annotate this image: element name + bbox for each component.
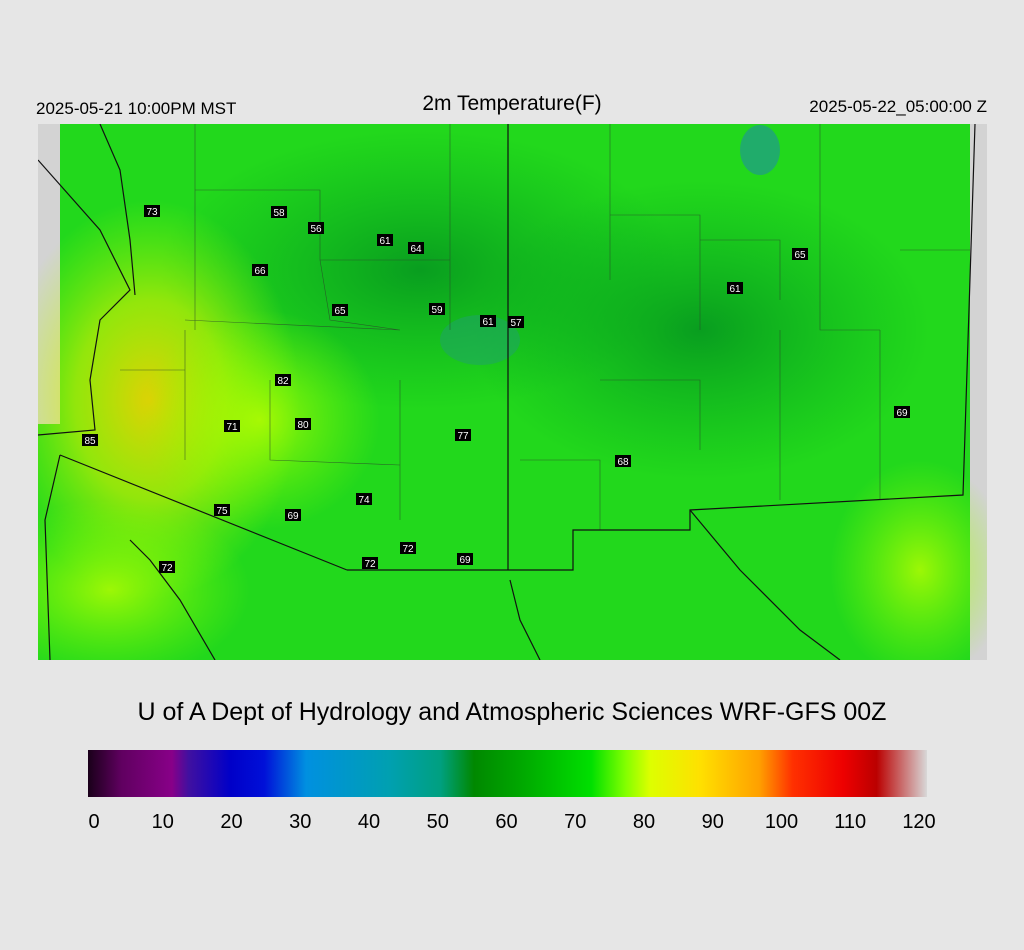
station-box	[429, 303, 445, 315]
station-value: 64	[410, 244, 422, 255]
colorbar-tick-label: 30	[289, 811, 311, 833]
station-value: 71	[226, 422, 238, 433]
station-value: 66	[254, 266, 266, 277]
colorbar-tick-label: 10	[152, 811, 174, 833]
station-box	[894, 406, 910, 418]
valid-time-utc: 2025-05-22_05:00:00 Z	[809, 97, 987, 116]
colorbar-ticks: 0 10 20 30 40 50 60 70 80 90 100 110 120	[88, 811, 935, 833]
station-box	[82, 434, 98, 446]
station-box	[377, 234, 393, 246]
station-box	[224, 420, 240, 432]
credit: U of A Dept of Hydrology and Atmospheric…	[138, 698, 887, 726]
colorbar-tick-label: 0	[88, 811, 99, 833]
station-value: 73	[146, 207, 158, 218]
station-value: 72	[364, 559, 376, 570]
station-box	[214, 504, 230, 516]
station-box	[144, 205, 160, 217]
station-value: 61	[729, 284, 741, 295]
station-value: 57	[510, 318, 522, 329]
station-value: 61	[482, 317, 494, 328]
station-value: 65	[794, 250, 806, 261]
station-value: 77	[457, 431, 469, 442]
station-value: 69	[896, 408, 908, 419]
station-box	[308, 222, 324, 234]
colorbar-tick-label: 50	[427, 811, 449, 833]
station-box	[400, 542, 416, 554]
colorbar-tick-label: 100	[765, 811, 798, 833]
colorbar	[88, 750, 927, 797]
station-value: 85	[84, 436, 96, 447]
map-title: 2m Temperature(F)	[422, 92, 601, 115]
station-labels: 73 58 56 61 64 66 65 65 59 61 57 61 82 69 71 80 85 77 68 74…	[82, 205, 910, 574]
colorbar-tick-label: 70	[564, 811, 586, 833]
station-value: 69	[287, 511, 299, 522]
station-box	[285, 509, 301, 521]
station-value: 75	[216, 506, 228, 517]
station-box	[455, 429, 471, 441]
station-value: 58	[273, 208, 285, 219]
colorbar-tick-label: 90	[702, 811, 724, 833]
station-box	[275, 374, 291, 386]
station-box	[792, 248, 808, 260]
station-value: 72	[161, 563, 173, 574]
station-box	[508, 316, 524, 328]
station-box	[408, 242, 424, 254]
colorbar-tick-label: 80	[633, 811, 655, 833]
station-box	[457, 553, 473, 565]
station-box	[271, 206, 287, 218]
station-box	[480, 315, 496, 327]
colorbar-tick-label: 40	[358, 811, 380, 833]
station-box	[362, 557, 378, 569]
map	[38, 124, 987, 660]
station-value: 74	[358, 495, 370, 506]
station-box	[252, 264, 268, 276]
station-value: 80	[297, 420, 309, 431]
colorbar-tick-label: 60	[495, 811, 517, 833]
station-value: 82	[277, 376, 289, 387]
station-value: 68	[617, 457, 629, 468]
station-value: 72	[402, 544, 414, 555]
valid-time-local: 2025-05-21 10:00PM MST	[36, 99, 236, 118]
station-box	[615, 455, 631, 467]
station-box	[332, 304, 348, 316]
colorbar-tick-label: 110	[834, 811, 866, 833]
station-value: 59	[431, 305, 443, 316]
station-box	[159, 561, 175, 573]
colorbar-tick-label: 120	[902, 811, 935, 833]
station-value: 56	[310, 224, 322, 235]
station-value: 69	[459, 555, 471, 566]
station-box	[727, 282, 743, 294]
station-value: 61	[379, 236, 391, 247]
station-box	[356, 493, 372, 505]
station-value: 65	[334, 306, 346, 317]
colorbar-tick-label: 20	[220, 811, 242, 833]
station-box	[295, 418, 311, 430]
